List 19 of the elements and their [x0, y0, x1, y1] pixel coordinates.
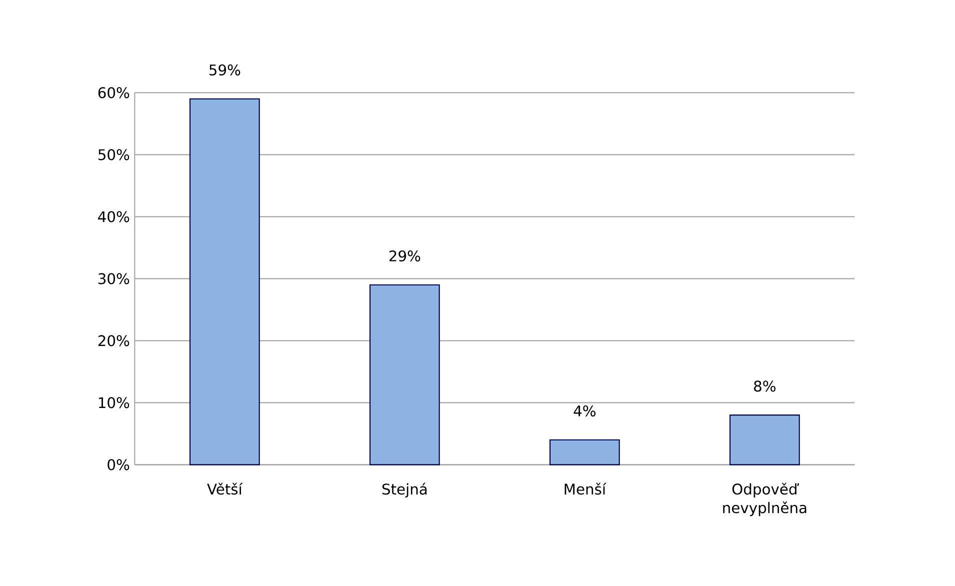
- bar: [369, 284, 440, 466]
- data-label: 8%: [754, 380, 776, 392]
- y-tick-label: 40%: [98, 211, 130, 222]
- data-label: 29%: [389, 250, 420, 262]
- y-tick-label: 50%: [98, 149, 130, 160]
- bar: [729, 414, 800, 466]
- y-tick-label: 0%: [108, 459, 130, 470]
- bar: [189, 98, 260, 466]
- data-label: 4%: [574, 405, 596, 416]
- x-tick-label: Menší: [564, 482, 606, 495]
- y-tick-label: 20%: [98, 335, 130, 346]
- x-tick-label: Stejná: [382, 482, 427, 498]
- y-tick-label: 60%: [98, 87, 130, 98]
- data-label: 59%: [210, 64, 240, 76]
- y-tick-label: 10%: [98, 397, 130, 408]
- bar: [549, 439, 620, 466]
- x-tick-label: Větší: [207, 482, 243, 495]
- x-tick-label: Odpověď nevyplněna: [723, 482, 806, 516]
- y-tick-label: 30%: [98, 273, 130, 284]
